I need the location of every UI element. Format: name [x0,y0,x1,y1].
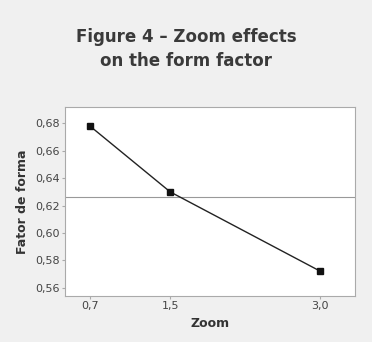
X-axis label: Zoom: Zoom [190,317,230,330]
Text: Figure 4 – Zoom effects
on the form factor: Figure 4 – Zoom effects on the form fact… [76,28,296,69]
Y-axis label: Fator de forma: Fator de forma [16,149,29,254]
